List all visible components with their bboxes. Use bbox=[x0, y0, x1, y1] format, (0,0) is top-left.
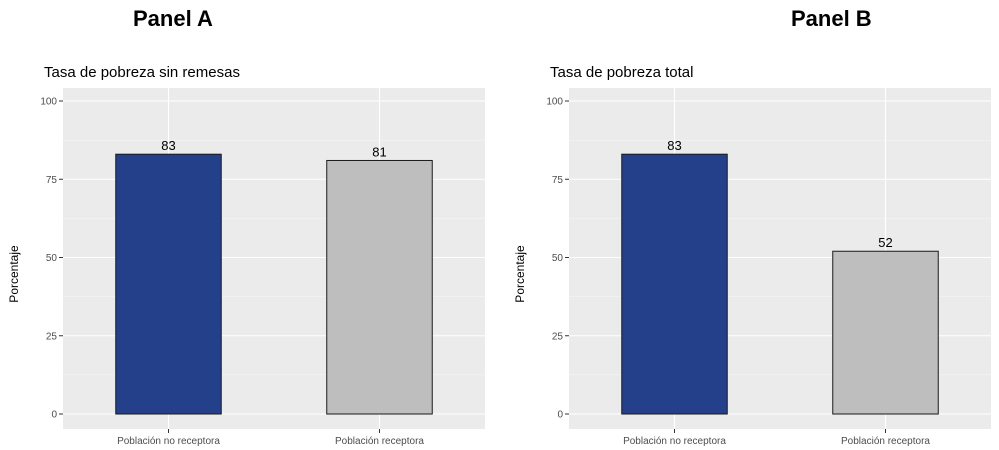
bar bbox=[832, 250, 939, 415]
bar bbox=[621, 153, 728, 415]
y-tick-label: 0 bbox=[51, 410, 57, 421]
bar-value-label: 83 bbox=[667, 138, 681, 153]
bar-value-label: 81 bbox=[372, 144, 386, 159]
bar-value-label: 52 bbox=[878, 235, 892, 250]
chart-panel-a: Tasa de pobreza sin remesas Porcentaje 0… bbox=[0, 52, 490, 450]
y-tick-label: 100 bbox=[40, 97, 57, 108]
bar bbox=[115, 153, 222, 415]
bar-chart: 0 25 50 75 100 83 Población no receptora 81 Pobl… bbox=[40, 88, 485, 447]
bar-chart: 0 25 50 75 100 83 Población no receptora 52 Pobl… bbox=[546, 88, 991, 447]
chart-title: Tasa de pobreza total bbox=[550, 64, 694, 81]
y-tick-label: 50 bbox=[46, 253, 58, 264]
y-tick-label: 100 bbox=[546, 97, 563, 108]
chart-title: Tasa de pobreza sin remesas bbox=[44, 64, 240, 81]
panel-b-heading: Panel B bbox=[791, 6, 872, 31]
bar bbox=[326, 159, 433, 415]
y-tick-label: 25 bbox=[46, 331, 58, 342]
chart-panel-b: Tasa de pobreza total Porcentaje 0 25 50 75… bbox=[506, 52, 996, 450]
x-tick-label: Población receptora bbox=[335, 436, 424, 447]
panel-a-heading: Panel A bbox=[133, 6, 213, 31]
y-tick-label: 75 bbox=[552, 175, 564, 186]
y-tick-label: 0 bbox=[557, 410, 563, 421]
y-tick-label: 50 bbox=[552, 253, 564, 264]
bar-value-label: 83 bbox=[161, 138, 175, 153]
x-tick-label: Población no receptora bbox=[623, 436, 726, 447]
y-tick-label: 25 bbox=[552, 331, 564, 342]
y-tick-label: 75 bbox=[46, 175, 58, 186]
x-tick-label: Población receptora bbox=[841, 436, 930, 447]
x-tick-label: Población no receptora bbox=[117, 436, 220, 447]
